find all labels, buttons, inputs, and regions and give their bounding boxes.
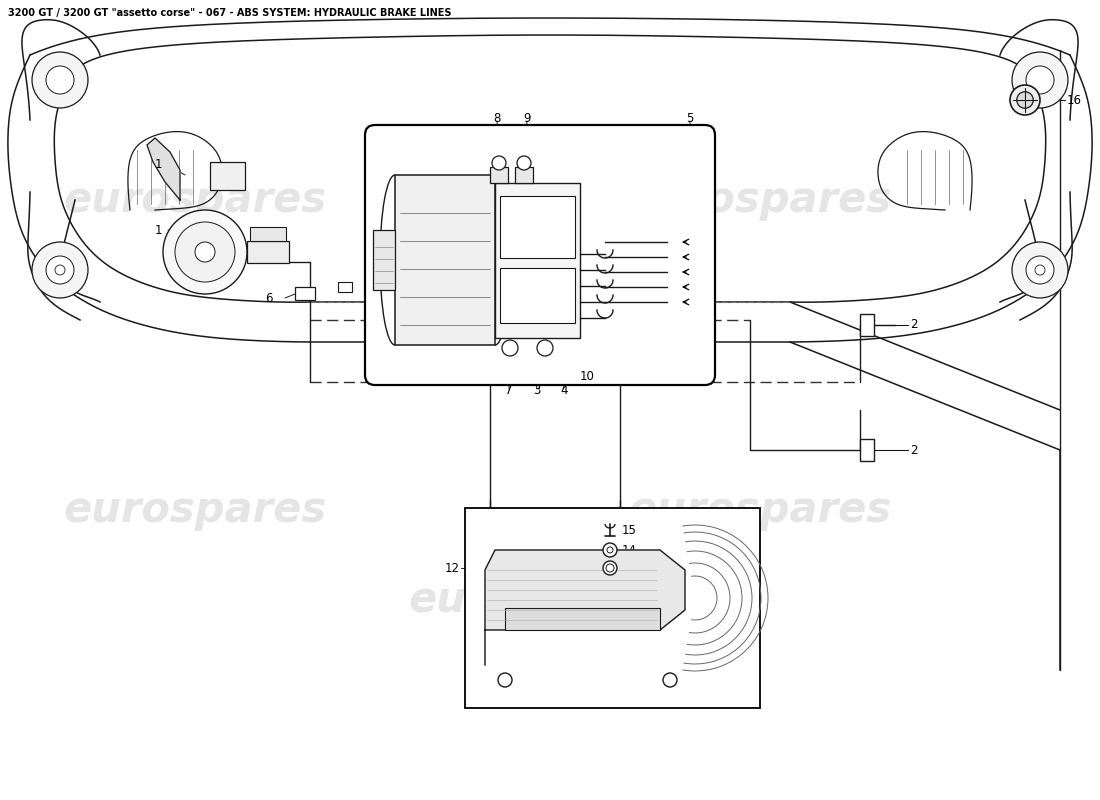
Bar [505, 608, 660, 630]
Circle shape [32, 52, 88, 108]
Circle shape [537, 340, 553, 356]
Bar [373, 230, 395, 290]
Circle shape [32, 242, 88, 298]
Text: eurospares: eurospares [64, 179, 327, 221]
Circle shape [492, 156, 506, 170]
Text: 13: 13 [621, 562, 637, 574]
Circle shape [46, 256, 74, 284]
Text: 3: 3 [534, 385, 540, 398]
Circle shape [517, 156, 531, 170]
Circle shape [603, 543, 617, 557]
Text: 12: 12 [446, 562, 460, 574]
Circle shape [1010, 85, 1040, 115]
Text: 2: 2 [910, 443, 917, 457]
Text: 6: 6 [265, 291, 273, 305]
Bar [295, 287, 315, 300]
Circle shape [498, 673, 512, 687]
Circle shape [663, 673, 676, 687]
Bar [490, 167, 508, 183]
Circle shape [1035, 265, 1045, 275]
Circle shape [1016, 92, 1033, 108]
Text: eurospares: eurospares [408, 579, 672, 621]
Text: 10: 10 [580, 370, 595, 383]
Bar [338, 282, 352, 292]
Circle shape [163, 210, 248, 294]
Polygon shape [147, 138, 180, 200]
Bar [248, 241, 289, 263]
Text: 4: 4 [560, 385, 568, 398]
Text: 8: 8 [493, 113, 500, 126]
Circle shape [603, 561, 617, 575]
Text: 5: 5 [686, 113, 694, 126]
Circle shape [55, 265, 65, 275]
Bar [250, 227, 286, 241]
Circle shape [1026, 66, 1054, 94]
Circle shape [46, 66, 74, 94]
Circle shape [1012, 242, 1068, 298]
Text: 9: 9 [522, 113, 530, 126]
FancyBboxPatch shape [365, 125, 715, 385]
Text: 3200 GT / 3200 GT "assetto corse" - 067 - ABS SYSTEM: HYDRAULIC BRAKE LINES: 3200 GT / 3200 GT "assetto corse" - 067 … [8, 8, 451, 18]
Text: 11: 11 [510, 309, 525, 322]
Circle shape [1026, 256, 1054, 284]
Bar [500, 196, 575, 258]
Circle shape [607, 547, 613, 553]
Circle shape [606, 564, 614, 572]
Text: 7: 7 [505, 385, 513, 398]
Text: eurospares: eurospares [628, 179, 892, 221]
Bar [500, 268, 575, 323]
Bar [395, 175, 495, 345]
Text: eurospares: eurospares [64, 489, 327, 531]
Text: 1: 1 [155, 158, 163, 171]
Bar [210, 162, 245, 190]
Text: 15: 15 [621, 523, 637, 537]
Bar [515, 167, 534, 183]
Text: 16: 16 [1067, 94, 1082, 106]
Circle shape [502, 340, 518, 356]
Text: 14: 14 [621, 543, 637, 557]
Polygon shape [485, 550, 685, 665]
Bar [465, 508, 760, 708]
Circle shape [175, 222, 235, 282]
Bar [860, 439, 875, 461]
Circle shape [1012, 52, 1068, 108]
Bar [495, 183, 580, 338]
Circle shape [195, 242, 214, 262]
Text: 2: 2 [910, 318, 917, 331]
Bar [860, 314, 875, 336]
Text: eurospares: eurospares [628, 489, 892, 531]
Text: 1: 1 [155, 223, 163, 237]
